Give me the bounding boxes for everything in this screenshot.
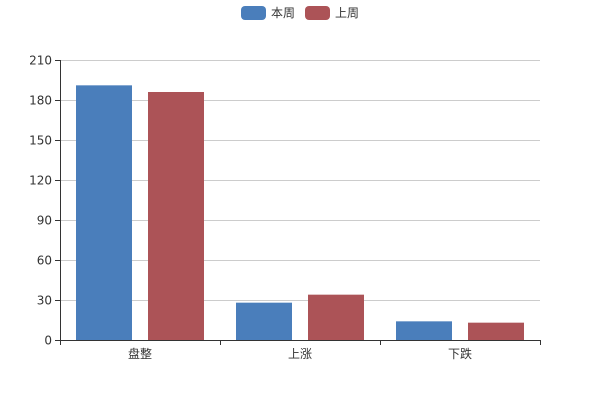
bar-this-week: [76, 85, 132, 340]
y-tick-label: 30: [37, 294, 52, 308]
y-tick-label: 120: [29, 174, 52, 188]
bar-this-week: [236, 302, 292, 340]
legend: 本周 上周: [0, 4, 600, 21]
legend-label: 上周: [335, 6, 360, 20]
y-tick-label: 180: [29, 94, 52, 108]
x-tick-label: 上涨: [288, 346, 312, 361]
y-tick-label: 60: [37, 254, 52, 268]
bar-last-week: [468, 322, 524, 340]
legend-item-last-week[interactable]: 上周: [305, 4, 359, 21]
legend-label: 本周: [270, 6, 295, 20]
legend-swatch: [240, 5, 266, 20]
bar-this-week: [396, 321, 452, 340]
y-tick-label: 150: [29, 134, 52, 148]
y-tick-label: 210: [29, 54, 52, 68]
bar-last-week: [308, 294, 364, 340]
x-tick-label: 盘整: [128, 346, 152, 361]
legend-item-this-week[interactable]: 本周: [240, 4, 295, 21]
bar-last-week: [148, 92, 204, 340]
x-tick-label: 下跌: [448, 346, 472, 361]
y-tick-label: 90: [37, 214, 52, 228]
legend-swatch: [305, 5, 330, 20]
y-tick-label: 0: [44, 334, 52, 348]
